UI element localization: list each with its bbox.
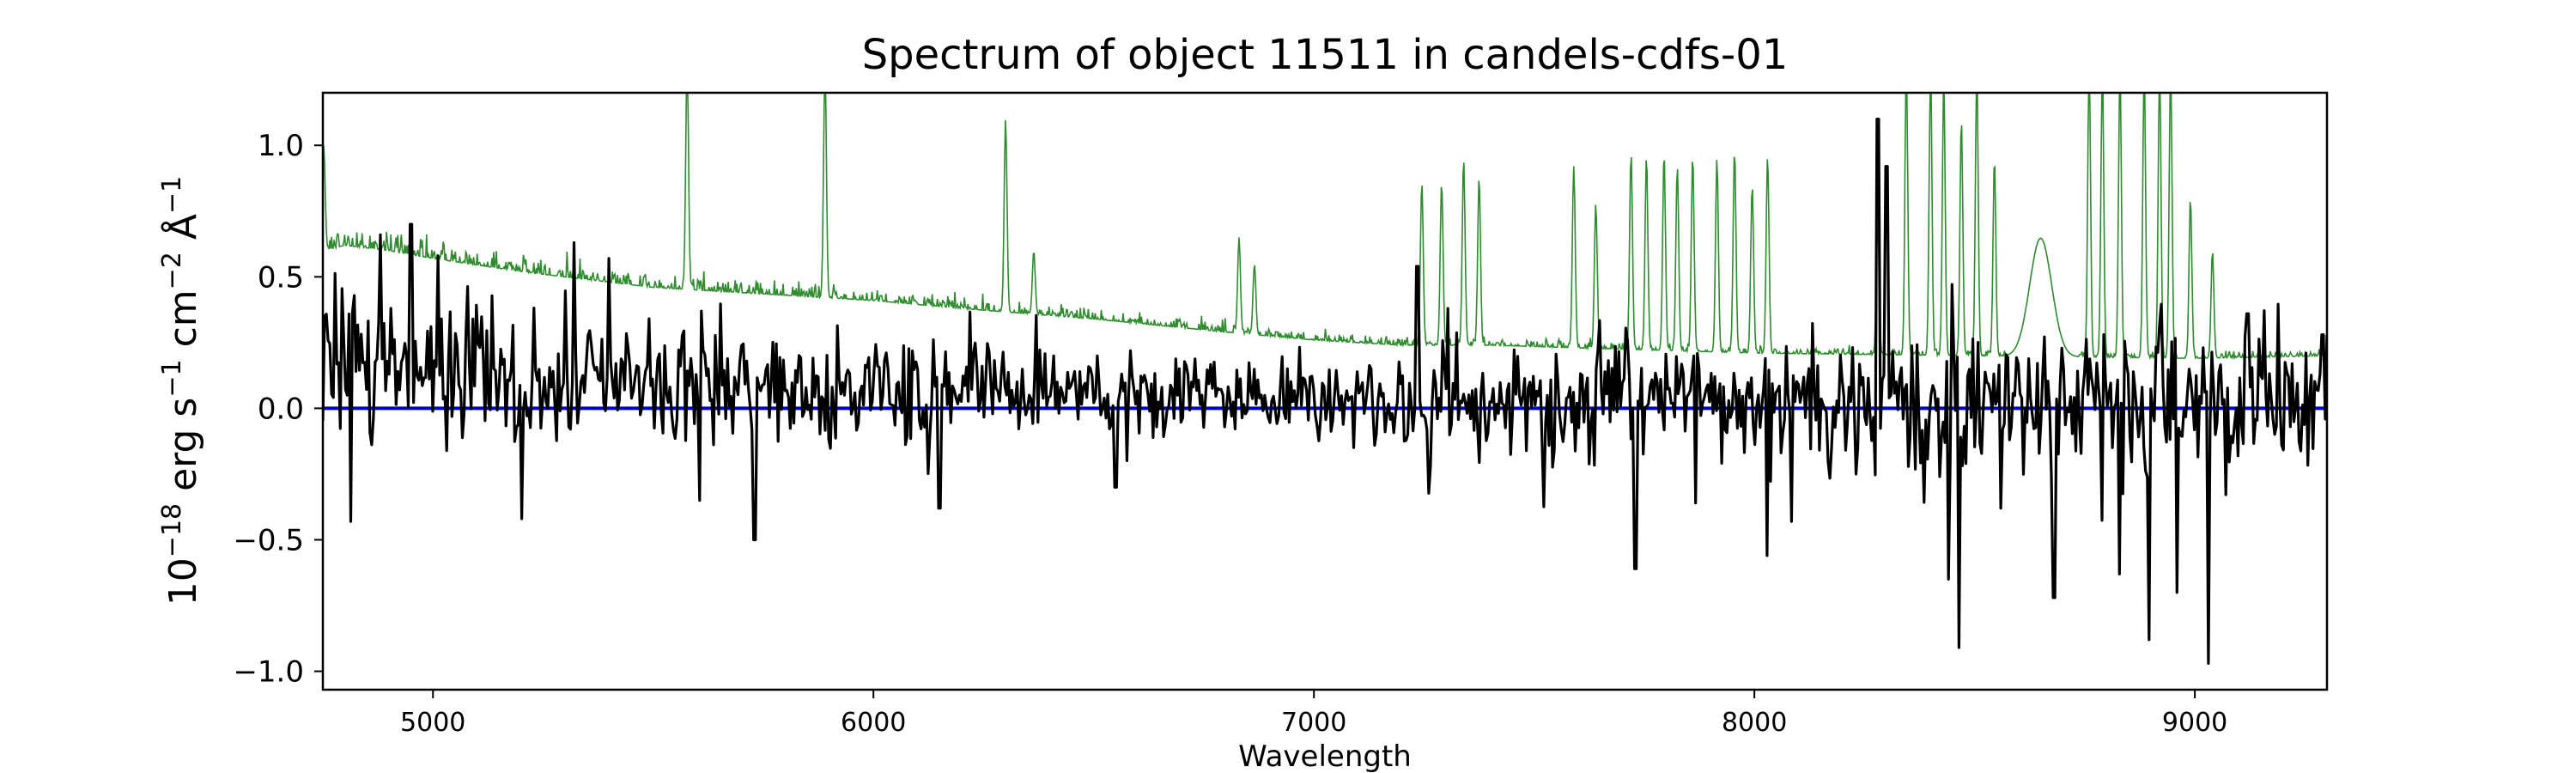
x-tick-label: 6000 (841, 708, 906, 738)
x-axis: 5000 6000 7000 8000 9000 (400, 690, 2227, 738)
error-spectrum-line (323, 93, 2327, 361)
y-tick-label: 1.0 (258, 129, 304, 163)
y-tick-label: 0.5 (258, 260, 304, 295)
y-tick-label: −0.5 (233, 523, 304, 557)
y-tick-label: −1.0 (233, 655, 304, 690)
x-axis-label: Wavelength (1238, 740, 1412, 773)
y-tick-label: 0.0 (258, 392, 304, 426)
x-tick-label: 8000 (1722, 708, 1787, 738)
plot-lines (323, 93, 2327, 666)
x-tick-label: 7000 (1281, 708, 1346, 738)
x-tick-label: 5000 (400, 708, 465, 738)
x-tick-label: 9000 (2162, 708, 2227, 738)
y-axis: −1.0 −0.5 0.0 0.5 1.0 (233, 129, 323, 690)
plot-frame (321, 91, 2329, 691)
y-axis-label: 10−18 erg s−1 cm−2 Å−1 (157, 176, 205, 606)
flux-spectrum-line (323, 118, 2327, 666)
chart-title: Spectrum of object 11511 in candels-cdfs… (862, 31, 1789, 79)
